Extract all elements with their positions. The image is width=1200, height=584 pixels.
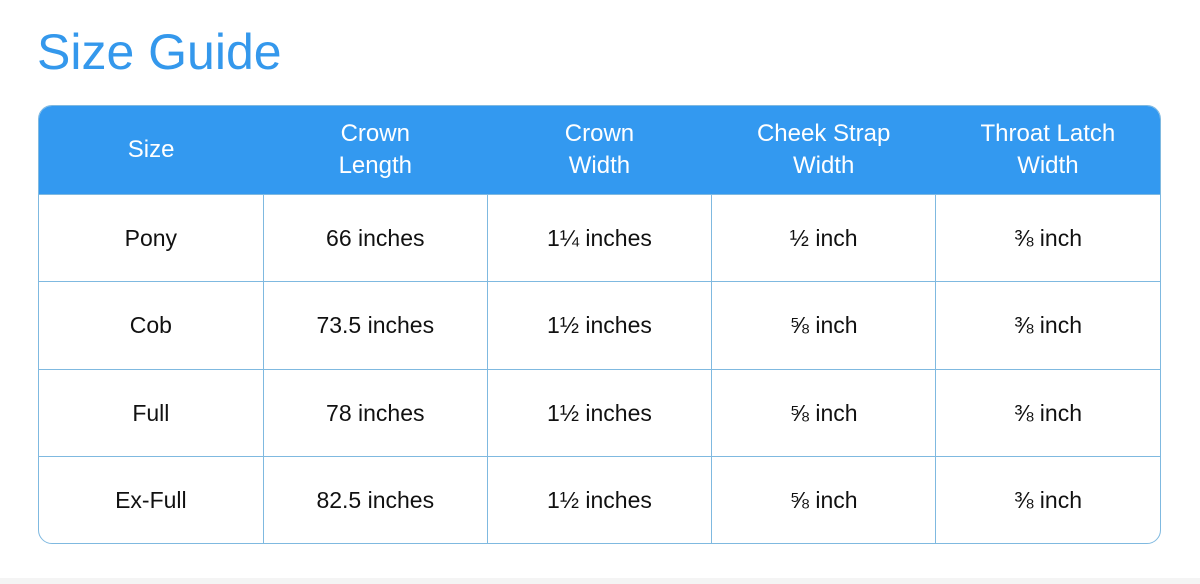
table-cell: Full <box>39 368 264 457</box>
page-title: Size Guide <box>37 24 282 80</box>
table-cell: ⅜ inch <box>935 368 1160 457</box>
table-cell: 1½ inches <box>486 456 712 543</box>
table-cell: 66 inches <box>262 193 488 282</box>
column-header-line: Width <box>792 152 855 179</box>
table-cell: Cob <box>39 281 264 370</box>
table-row: Ex-Full 82.5 inches 1½ inches ⅝ inch ⅜ inch <box>39 456 1160 543</box>
table-cell: 78 inches <box>262 368 488 457</box>
table-cell: 1¼ inches <box>486 193 712 282</box>
column-header-line: Cheek Strap <box>756 120 891 147</box>
divider <box>0 578 1200 584</box>
table-cell: Ex-Full <box>39 456 264 543</box>
table-cell: Pony <box>39 193 264 282</box>
table-cell: 1½ inches <box>486 281 712 370</box>
column-header-line: Width <box>1017 152 1079 179</box>
table-cell: ½ inch <box>711 193 936 282</box>
table-cell: ⅝ inch <box>711 368 936 457</box>
column-header-line: Length <box>338 152 412 179</box>
table-cell: ⅝ inch <box>711 281 936 370</box>
table-cell: 82.5 inches <box>262 456 488 543</box>
size-guide-table: Size Crown Length Crown Width Cheek Strap Widt… <box>38 105 1161 544</box>
table-row: Cob 73.5 inches 1½ inches ⅝ inch ⅜ inch <box>39 281 1160 370</box>
table-cell: ⅜ inch <box>935 456 1160 543</box>
column-header: Cheek Strap Width <box>711 106 936 195</box>
column-header-line: Size <box>127 136 175 163</box>
column-header-line: Width <box>568 152 631 179</box>
table-row: Pony 66 inches 1¼ inches ½ inch ⅜ inch <box>39 193 1160 282</box>
column-header: Crown Length <box>263 106 488 195</box>
table-cell: ⅜ inch <box>935 281 1160 370</box>
column-header: Size <box>39 106 264 195</box>
table-cell: ⅜ inch <box>935 193 1160 282</box>
table-cell: ⅝ inch <box>711 456 936 543</box>
column-header-line: Throat Latch <box>980 120 1116 147</box>
table-cell: 1½ inches <box>486 368 712 457</box>
table-cell: 73.5 inches <box>262 281 488 370</box>
table-row: Full 78 inches 1½ inches ⅝ inch ⅜ inch <box>39 368 1160 457</box>
column-header: Throat Latch Width <box>935 106 1160 195</box>
column-header-line: Crown <box>564 120 635 147</box>
column-header-line: Crown <box>340 120 410 147</box>
column-header: Crown Width <box>487 106 712 195</box>
table-header-row: Size Crown Length Crown Width Cheek Strap Widt… <box>39 106 1160 195</box>
